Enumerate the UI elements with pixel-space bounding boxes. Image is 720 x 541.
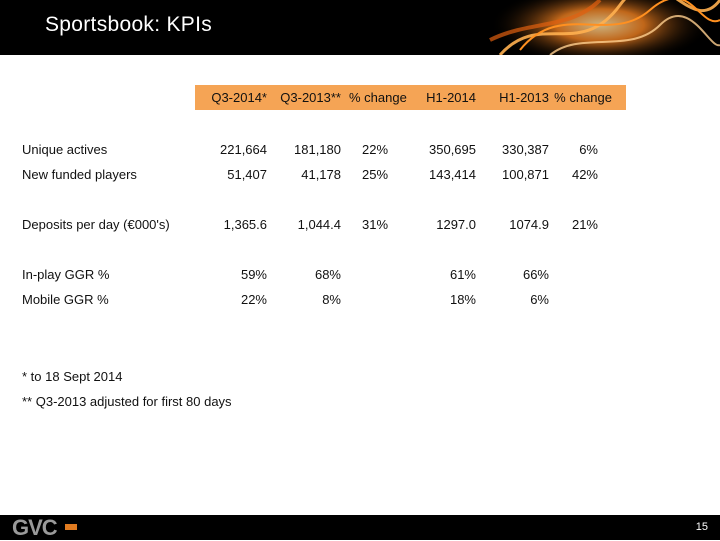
table-cell: 1,044.4 bbox=[297, 217, 341, 232]
column-header: Q3-2013** bbox=[280, 90, 341, 105]
logo: GVC bbox=[12, 515, 58, 540]
table-cell: 8% bbox=[322, 292, 341, 307]
row-label: New funded players bbox=[22, 167, 137, 182]
table-cell: 21% bbox=[571, 217, 598, 232]
table-cell: 350,695 bbox=[429, 142, 476, 157]
row-label: Mobile GGR % bbox=[22, 292, 109, 307]
title-bar: Sportsbook: KPIs bbox=[0, 0, 720, 55]
table-cell: 61% bbox=[449, 267, 476, 282]
table-cell: 181,180 bbox=[294, 142, 341, 157]
table-cell: 1,365.6 bbox=[223, 217, 267, 232]
table-cell: 1297.0 bbox=[436, 217, 476, 232]
column-header: % change bbox=[554, 90, 612, 105]
footnote: * to 18 Sept 2014 bbox=[22, 369, 123, 384]
row-label: Unique actives bbox=[22, 142, 108, 157]
table-cell: 66% bbox=[522, 267, 549, 282]
column-header: Q3-2014* bbox=[211, 90, 267, 105]
table-cell: 59% bbox=[240, 267, 267, 282]
row-label: Deposits per day (€000's) bbox=[22, 217, 170, 232]
table-cell: 22% bbox=[240, 292, 267, 307]
row-label: In-play GGR % bbox=[22, 267, 110, 282]
table-cell: 1074.9 bbox=[509, 217, 549, 232]
table-cell: 6% bbox=[579, 142, 598, 157]
table-cell: 42% bbox=[571, 167, 598, 182]
table-cell: 6% bbox=[530, 292, 549, 307]
footer-bar: GVC 15 bbox=[0, 515, 720, 540]
slide-title: Sportsbook: KPIs bbox=[45, 13, 213, 36]
column-header: H1-2013 bbox=[499, 90, 549, 105]
fire-decoration bbox=[489, 0, 720, 55]
table-cell: 22% bbox=[362, 142, 389, 157]
table-cell: 100,871 bbox=[502, 167, 549, 182]
column-header: % change bbox=[349, 90, 407, 105]
table-cell: 51,407 bbox=[227, 167, 267, 182]
logo-mark bbox=[65, 524, 77, 530]
page-number: 15 bbox=[695, 521, 708, 533]
table-header-band bbox=[195, 85, 626, 110]
table-cell: 330,387 bbox=[502, 142, 549, 157]
table-cell: 143,414 bbox=[429, 167, 476, 182]
table-cell: 41,178 bbox=[301, 167, 341, 182]
table-cell: 68% bbox=[314, 267, 341, 282]
table-cell: 25% bbox=[362, 167, 389, 182]
table-cell: 221,664 bbox=[220, 142, 267, 157]
table-cell: 31% bbox=[362, 217, 389, 232]
column-header: H1-2014 bbox=[426, 90, 476, 105]
table-cell: 18% bbox=[449, 292, 476, 307]
footnote: ** Q3-2013 adjusted for first 80 days bbox=[22, 394, 232, 409]
